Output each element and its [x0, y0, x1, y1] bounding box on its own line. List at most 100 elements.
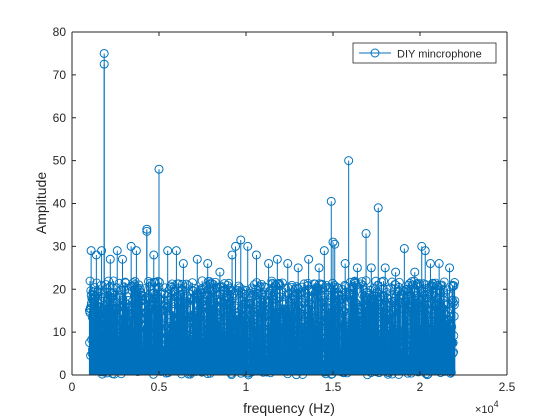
x-tick-label: 1 [243, 380, 250, 394]
peak-marker [131, 246, 141, 256]
peak-marker [445, 263, 455, 273]
peak-marker [163, 246, 173, 256]
y-tick-label: 0 [59, 368, 66, 382]
peak-marker [149, 250, 159, 260]
x-axis-label: frequency (Hz) [243, 400, 335, 416]
y-axis-label: Amplitude [33, 172, 49, 234]
peak-marker [361, 229, 371, 239]
peak-marker [340, 259, 350, 269]
peak-marker [112, 246, 122, 256]
stem-marker [320, 292, 330, 302]
peak-marker [99, 59, 109, 69]
stem-marker [204, 291, 214, 301]
stem-marker [448, 280, 458, 290]
peak-marker [264, 259, 274, 269]
stem-marker [359, 285, 369, 295]
stem-marker [317, 280, 327, 290]
x-tick-label: 1.5 [325, 380, 342, 394]
peak-marker [142, 226, 152, 236]
peak-marker [293, 263, 303, 273]
peak-marker [251, 250, 261, 260]
stem-marker [432, 281, 442, 291]
peak-marker [272, 254, 282, 264]
peak-marker [420, 246, 430, 256]
peak-marker [203, 259, 213, 269]
stem-marker [400, 296, 410, 306]
y-tick-label: 40 [53, 197, 67, 211]
legend-box [352, 42, 497, 64]
stem-marker [450, 278, 460, 287]
y-tick-label: 60 [53, 111, 67, 125]
stem-marker [256, 279, 266, 289]
peak-marker [344, 156, 354, 166]
stem-marker [180, 282, 190, 292]
peak-marker [243, 241, 253, 251]
dense-stem-band [84, 276, 460, 380]
peak-marker [171, 246, 181, 256]
stem-marker [119, 282, 129, 292]
y-ticks: 0 10 20 30 40 50 60 70 80 [53, 25, 507, 382]
stem-marker [351, 278, 360, 288]
x-exponent-power: 4 [494, 399, 499, 409]
y-tick-label: 30 [53, 239, 67, 253]
peak-marker [328, 237, 338, 247]
peak-marker [391, 267, 401, 277]
peak-marker [373, 203, 383, 213]
x-tick-label: 0 [69, 380, 76, 394]
peak-marker [399, 244, 409, 254]
stem-marker [278, 278, 288, 288]
stem-marker [182, 279, 191, 289]
x-exponent-base: ×10 [475, 404, 494, 416]
peak-marker [319, 246, 329, 256]
peak-marker [366, 263, 376, 273]
y-tick-label: 80 [53, 25, 67, 39]
legend-marker-icon [370, 48, 380, 58]
x-ticks: 0 0.5 1 1.5 2 2.5 [69, 32, 516, 394]
y-tick-label: 10 [53, 325, 67, 339]
y-tick-label: 70 [53, 68, 67, 82]
stem-marker [160, 283, 170, 293]
peak-marker [283, 259, 293, 269]
peak-marker [380, 263, 390, 273]
y-tick-label: 20 [53, 282, 67, 296]
stem-marker [238, 285, 247, 294]
peak-marker [434, 259, 444, 269]
stem-marker [391, 291, 401, 301]
peak-marker [154, 164, 164, 174]
stem-marker [85, 276, 95, 286]
x-tick-label: 2 [417, 380, 424, 394]
peak-marker [326, 196, 336, 206]
x-tick-label: 2.5 [499, 380, 516, 394]
stem-marker [144, 276, 153, 286]
peak-marker [178, 259, 188, 269]
peak-marker [330, 239, 340, 249]
stem-marker [450, 296, 460, 306]
peak-marker [105, 254, 115, 264]
peak-marker [314, 263, 324, 273]
stem-marker [379, 276, 388, 286]
x-exponent-multiplier: ×104 [475, 399, 499, 416]
peak-marker [425, 259, 435, 269]
peak-marker [99, 48, 109, 58]
peak-marker [192, 254, 202, 264]
peak-stems [86, 48, 455, 375]
peak-marker [410, 267, 420, 277]
peak-marker [304, 254, 314, 264]
peak-marker [231, 241, 241, 251]
peak-marker [352, 263, 362, 273]
peak-marker [117, 254, 127, 264]
peak-marker [227, 250, 237, 260]
stem-marker [439, 277, 449, 287]
stem-marker [249, 280, 259, 290]
stem-marker [447, 322, 457, 332]
peak-marker [97, 246, 107, 256]
stem-marker [246, 298, 256, 308]
stem-marker [96, 280, 106, 290]
legend[interactable]: DIY mincrophone [352, 42, 497, 64]
stem-marker [358, 280, 368, 290]
y-tick-label: 50 [53, 154, 67, 168]
peak-marker [236, 235, 246, 245]
legend-label: DIY mincrophone [397, 49, 482, 61]
stem-marker [259, 292, 268, 302]
